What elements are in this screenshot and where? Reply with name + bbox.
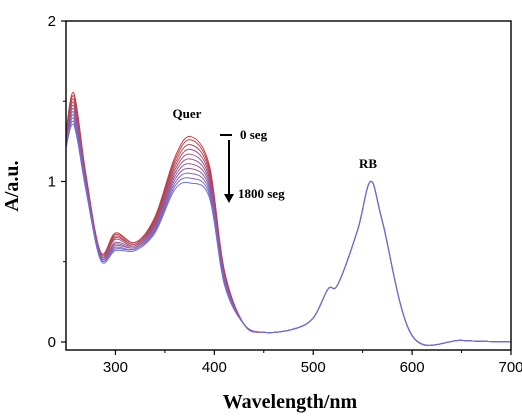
- series-line-720s: [65, 104, 512, 346]
- series-group: [65, 92, 512, 346]
- y-axis-title: A/a.u.: [1, 160, 23, 211]
- series-line-0s: [65, 92, 512, 346]
- series-line-1080s: [65, 111, 512, 346]
- y-tick-label: 2: [48, 13, 56, 30]
- annotation-start-time: 0 seg: [240, 127, 268, 142]
- series-line-1800s: [65, 123, 512, 346]
- y-tick-label: 0: [48, 334, 56, 351]
- annotation-quer: Quer: [173, 106, 202, 121]
- x-tick-label: 400: [202, 359, 227, 376]
- series-line-1260s: [65, 114, 512, 346]
- y-tick-label: 1: [48, 173, 56, 190]
- annotation-rb: RB: [359, 156, 377, 171]
- series-line-900s: [65, 107, 512, 346]
- series-line-180s: [65, 95, 512, 346]
- series-line-360s: [65, 98, 512, 346]
- series-line-540s: [65, 101, 512, 346]
- x-tick-label: 600: [400, 359, 425, 376]
- x-tick-label: 700: [498, 359, 522, 376]
- series-line-1440s: [65, 117, 512, 346]
- x-tick-label: 500: [301, 359, 326, 376]
- plot-frame: [65, 20, 512, 351]
- decrease-arrow: [224, 140, 234, 203]
- series-line-1620s: [65, 120, 512, 346]
- annotation-end-time: 1800 seg: [238, 186, 285, 201]
- x-axis-title: Wavelength/nm: [223, 391, 358, 413]
- x-tick-label: 300: [103, 359, 128, 376]
- x-axis-ticks: 300 400 500 600 700: [103, 350, 522, 376]
- y-axis-ticks: 0 1 2: [48, 13, 66, 351]
